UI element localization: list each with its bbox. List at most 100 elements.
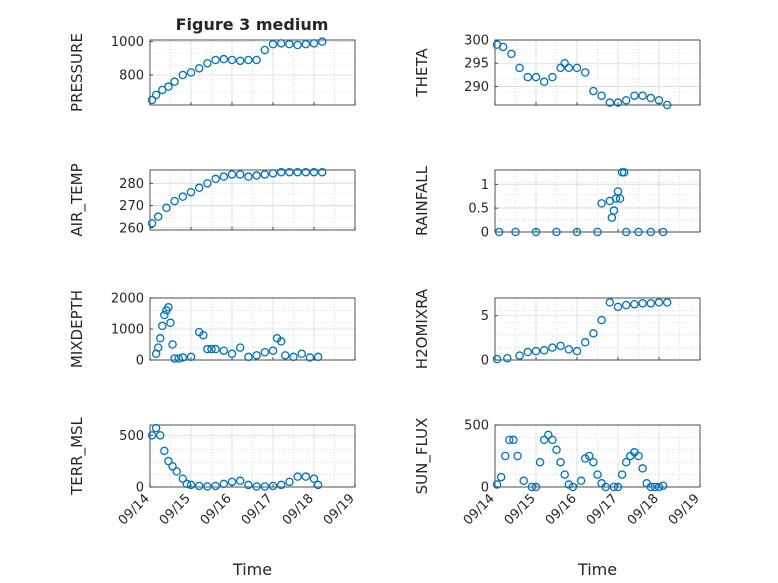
x-tick-label: 09/17 [239, 491, 276, 528]
data-point [630, 299, 639, 309]
y-axis-label: AIR_TEMP [68, 163, 87, 236]
y-tick-label: 300 [464, 34, 489, 49]
data-point [593, 227, 602, 237]
data-point [252, 351, 261, 360]
data-point [252, 482, 261, 491]
data-point [589, 329, 598, 338]
data-point [285, 477, 294, 487]
data-point [597, 199, 606, 208]
data-point [654, 482, 664, 492]
data-point [186, 68, 196, 77]
data-point [527, 482, 537, 492]
subplot-2: 290 295 300 THETA [413, 34, 701, 110]
data-point [503, 353, 512, 363]
x-tick-label: 09/15 [502, 491, 539, 528]
data-point [244, 172, 253, 181]
data-point [572, 227, 582, 237]
data-point [654, 96, 664, 105]
data-point [211, 174, 220, 184]
data-point [203, 59, 212, 68]
data-point [170, 354, 179, 363]
data-point [219, 479, 229, 489]
data-point [252, 55, 261, 65]
data-point [564, 63, 574, 73]
data-point [650, 482, 660, 492]
data-point [203, 344, 212, 354]
data-point [539, 346, 549, 355]
data-point [155, 431, 165, 440]
data-point [268, 39, 278, 49]
y-tick-label: 1000 [111, 35, 144, 50]
axes-box [494, 424, 701, 488]
x-tick-label: 09/18 [280, 491, 317, 528]
data-point [597, 91, 606, 100]
data-point [658, 481, 668, 491]
data-point [219, 172, 229, 181]
subplot-6: 0 5 H2OMIXRA [413, 288, 701, 369]
data-point [186, 352, 196, 362]
data-point [500, 451, 510, 461]
subplot-3: 260 270 280 AIR_TEMP [68, 163, 356, 237]
data-point [166, 318, 175, 328]
data-point [539, 435, 549, 445]
y-tick-label: 500 [119, 429, 144, 444]
data-point [519, 476, 528, 486]
data-point [589, 86, 598, 96]
data-point [305, 353, 315, 362]
data-point [548, 72, 557, 82]
y-tick-label: 0.5 [468, 202, 489, 217]
y-tick-label: 0 [481, 481, 489, 496]
data-point [621, 96, 631, 105]
data-point [147, 219, 157, 228]
data-point [597, 315, 606, 325]
subplot-5: 0 1000 2000 MIXDEPTH [68, 290, 356, 369]
data-point [211, 344, 220, 354]
axes-box [494, 169, 701, 233]
data-point [301, 167, 311, 177]
data-point [158, 321, 167, 331]
y-axis-label: RAINFALL [413, 165, 431, 236]
data-point [186, 480, 196, 490]
data-point [268, 481, 278, 491]
data-point [564, 345, 574, 354]
data-point [548, 435, 557, 445]
data-point [317, 167, 327, 177]
data-point [531, 482, 541, 492]
data-point [297, 349, 306, 359]
data-point [235, 56, 245, 66]
data-point [630, 91, 639, 100]
data-point [219, 54, 229, 64]
data-point [317, 37, 327, 46]
data-point [160, 446, 169, 456]
data-point [634, 451, 643, 461]
data-point [556, 457, 565, 467]
data-point [203, 482, 212, 491]
data-point [309, 474, 319, 483]
data-point [186, 187, 196, 197]
axes-box [494, 39, 701, 106]
data-point [235, 343, 245, 352]
data-point [609, 206, 619, 215]
data-point [235, 170, 245, 179]
data-point [605, 298, 615, 307]
data-point [301, 39, 311, 49]
y-axis-label: SUN_FLUX [413, 418, 432, 495]
data-point [309, 39, 319, 48]
data-point [178, 474, 188, 483]
data-point [580, 338, 590, 347]
data-point [194, 481, 204, 491]
x-tick-label: 09/14 [116, 491, 153, 528]
axes-box [149, 169, 356, 231]
data-point [164, 303, 173, 312]
data-point [589, 457, 598, 467]
y-tick-label: 5 [481, 309, 489, 324]
y-tick-label: 1000 [111, 323, 144, 338]
data-point [621, 227, 631, 237]
data-point [211, 481, 220, 491]
data-point [281, 351, 290, 360]
data-point [160, 310, 169, 320]
y-tick-label: 0 [481, 226, 489, 241]
data-point [170, 196, 179, 206]
data-point [151, 423, 161, 433]
data-point [276, 480, 286, 490]
